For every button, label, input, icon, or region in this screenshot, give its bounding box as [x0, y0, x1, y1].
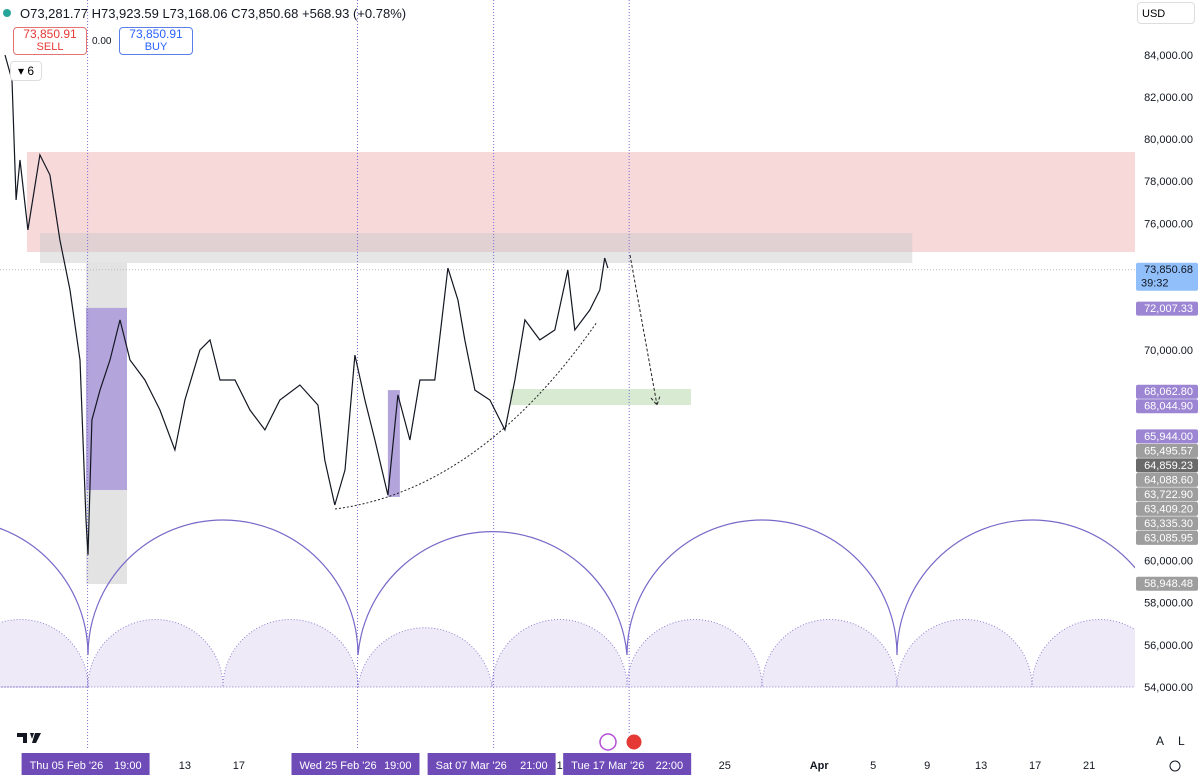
sell-button[interactable]: 73,850.91 SELL	[13, 27, 87, 55]
auto-scale[interactable]: A	[1156, 734, 1165, 748]
high: H73,923.59	[91, 6, 159, 21]
x-tick-label: 21	[1083, 760, 1095, 772]
log-scale[interactable]: L	[1178, 734, 1185, 748]
price-tag	[1136, 458, 1198, 473]
cycle-label-box	[563, 753, 692, 775]
price-tag	[1136, 443, 1198, 458]
y-tick-label: 56,000.00	[1144, 640, 1193, 652]
ohlc: O73,281.77 H73,923.59 L73,168.06 C73,850…	[20, 6, 406, 21]
cycle-label-box	[427, 753, 556, 775]
price-tag	[1136, 384, 1198, 399]
cycle-arcs	[0, 519, 1135, 688]
axis: 84,000.00 82,000.00 80,000.00 78,000.00 76,0…	[1136, 50, 1198, 694]
open: O73,281.77	[20, 6, 88, 21]
price-tag	[1136, 576, 1198, 591]
low: L73,168.06	[162, 6, 228, 21]
x-tick-label: 9	[924, 760, 930, 772]
y-tick-label: 58,000.00	[1144, 598, 1193, 610]
price-tag-label: 65,944.00	[1144, 431, 1193, 443]
buy-label: BUY	[144, 41, 168, 53]
interval: 6	[27, 64, 35, 78]
y-tick-label: 70,000.00	[1144, 345, 1193, 357]
small-cycles	[0, 619, 1135, 688]
price-tag-label: 63,722.90	[1144, 489, 1193, 501]
price-tag-label: 68,062.80	[1144, 386, 1193, 398]
cycle-time: 22:00	[656, 760, 684, 772]
buy-price: 73,850.91	[129, 27, 183, 41]
price-tag-label: 63,335.30	[1144, 518, 1193, 530]
cycle-label-box	[21, 753, 150, 775]
price-tag-label: 63,409.20	[1144, 503, 1193, 515]
price-tag	[1136, 429, 1198, 444]
zones	[26, 152, 1135, 584]
cycle-date: Tue 17 Mar '26	[571, 760, 644, 772]
x-tick-label: 5	[870, 760, 876, 772]
cycle-time: 19:00	[384, 760, 412, 772]
x-tick-label: 17	[233, 760, 245, 772]
y-tick-label: 80,000.00	[1144, 134, 1193, 146]
status-dot	[3, 9, 11, 17]
flag-icon[interactable]	[625, 733, 643, 751]
price-line	[4, 54, 609, 555]
large-cycles	[0, 519, 1135, 656]
price-tag-label: 63,085.95	[1144, 532, 1193, 544]
price-tag	[1136, 262, 1198, 291]
change: +568.93 (+0.78%)	[302, 6, 407, 21]
curve-drawing	[334, 321, 598, 510]
price-tag	[1136, 472, 1198, 487]
settings-icon[interactable]	[1169, 760, 1181, 772]
spread: 0.00	[92, 36, 112, 47]
y-tick-label: 82,000.00	[1144, 92, 1193, 104]
interval-toggle[interactable]: ▾ 6	[10, 61, 42, 81]
price-tag	[1136, 501, 1198, 516]
close: C73,850.68	[231, 6, 299, 21]
zone	[510, 389, 691, 405]
price-tag-label: 68,044.90	[1144, 401, 1193, 413]
price-tag	[1136, 530, 1198, 545]
countdown: 39:32	[1141, 278, 1169, 290]
price-tag	[1136, 301, 1198, 316]
x-tick-label: Apr	[810, 760, 830, 772]
y-tick-label: 84,000.00	[1144, 50, 1193, 62]
cycle-date: Wed 25 Feb '26	[300, 760, 377, 772]
price-tag-label: 58,948.48	[1144, 578, 1193, 590]
y-tick-label: 76,000.00	[1144, 218, 1193, 230]
sell-label: SELL	[36, 41, 64, 53]
price-tag-label: 64,088.60	[1144, 474, 1193, 486]
sell-price: 73,850.91	[23, 27, 77, 41]
cycle-time: 19:00	[114, 760, 142, 772]
price-tag-label: 65,495.57	[1144, 445, 1193, 457]
x-tick-label: 13	[179, 760, 191, 772]
cycle-date: Thu 05 Feb '26	[30, 760, 104, 772]
cycle-date: Sat 07 Mar '26	[436, 760, 507, 772]
currency[interactable]: USD	[1137, 2, 1195, 24]
x-tick-label: 13	[975, 760, 987, 772]
x-tick-label: 25	[719, 760, 731, 772]
price-tag	[1136, 487, 1198, 502]
y-tick-label: 78,000.00	[1144, 176, 1193, 188]
zone	[26, 152, 1135, 252]
x-tick-label: 17	[1029, 760, 1041, 772]
tv-logo	[17, 733, 41, 743]
y-tick-label: 60,000.00	[1144, 556, 1193, 568]
y-tick-label: 54,000.00	[1144, 682, 1193, 694]
zone	[39, 233, 913, 264]
arrow-drawing	[629, 254, 661, 406]
buy-button[interactable]: 73,850.91 BUY	[119, 27, 193, 55]
price-tag	[1136, 516, 1198, 531]
zone	[85, 307, 127, 490]
price-tag-label: 72,007.33	[1144, 303, 1193, 315]
event-icon[interactable]	[599, 733, 617, 751]
price-tag	[1136, 399, 1198, 414]
price-tag-label: 73,850.68	[1144, 264, 1193, 276]
cycle-time: 21:00	[520, 760, 548, 772]
cycle-label-box	[291, 753, 420, 775]
price-tag-label: 64,859.23	[1144, 460, 1193, 472]
